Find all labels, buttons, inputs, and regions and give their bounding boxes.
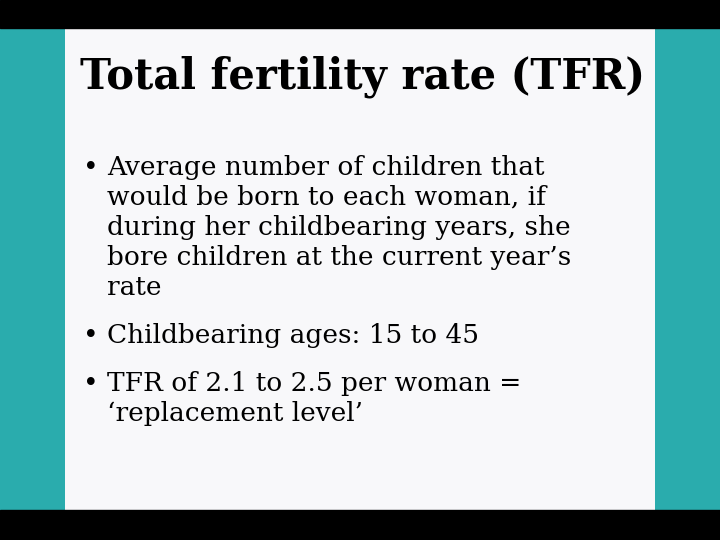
Text: would be born to each woman, if: would be born to each woman, if — [107, 185, 546, 210]
Bar — [0, 510, 720, 540]
Text: •: • — [83, 371, 99, 396]
Text: Average number of children that: Average number of children that — [107, 155, 544, 180]
Bar — [0, 0, 720, 28]
Text: •: • — [83, 323, 99, 348]
Text: TFR of 2.1 to 2.5 per woman =: TFR of 2.1 to 2.5 per woman = — [107, 371, 521, 396]
Text: bore children at the current year’s: bore children at the current year’s — [107, 245, 571, 270]
Text: during her childbearing years, she: during her childbearing years, she — [107, 215, 571, 240]
Text: rate: rate — [107, 275, 161, 300]
FancyBboxPatch shape — [65, 28, 655, 510]
Text: Total fertility rate (TFR): Total fertility rate (TFR) — [80, 55, 645, 98]
Text: ‘replacement level’: ‘replacement level’ — [107, 401, 363, 426]
Text: Childbearing ages: 15 to 45: Childbearing ages: 15 to 45 — [107, 323, 479, 348]
Text: •: • — [83, 155, 99, 180]
